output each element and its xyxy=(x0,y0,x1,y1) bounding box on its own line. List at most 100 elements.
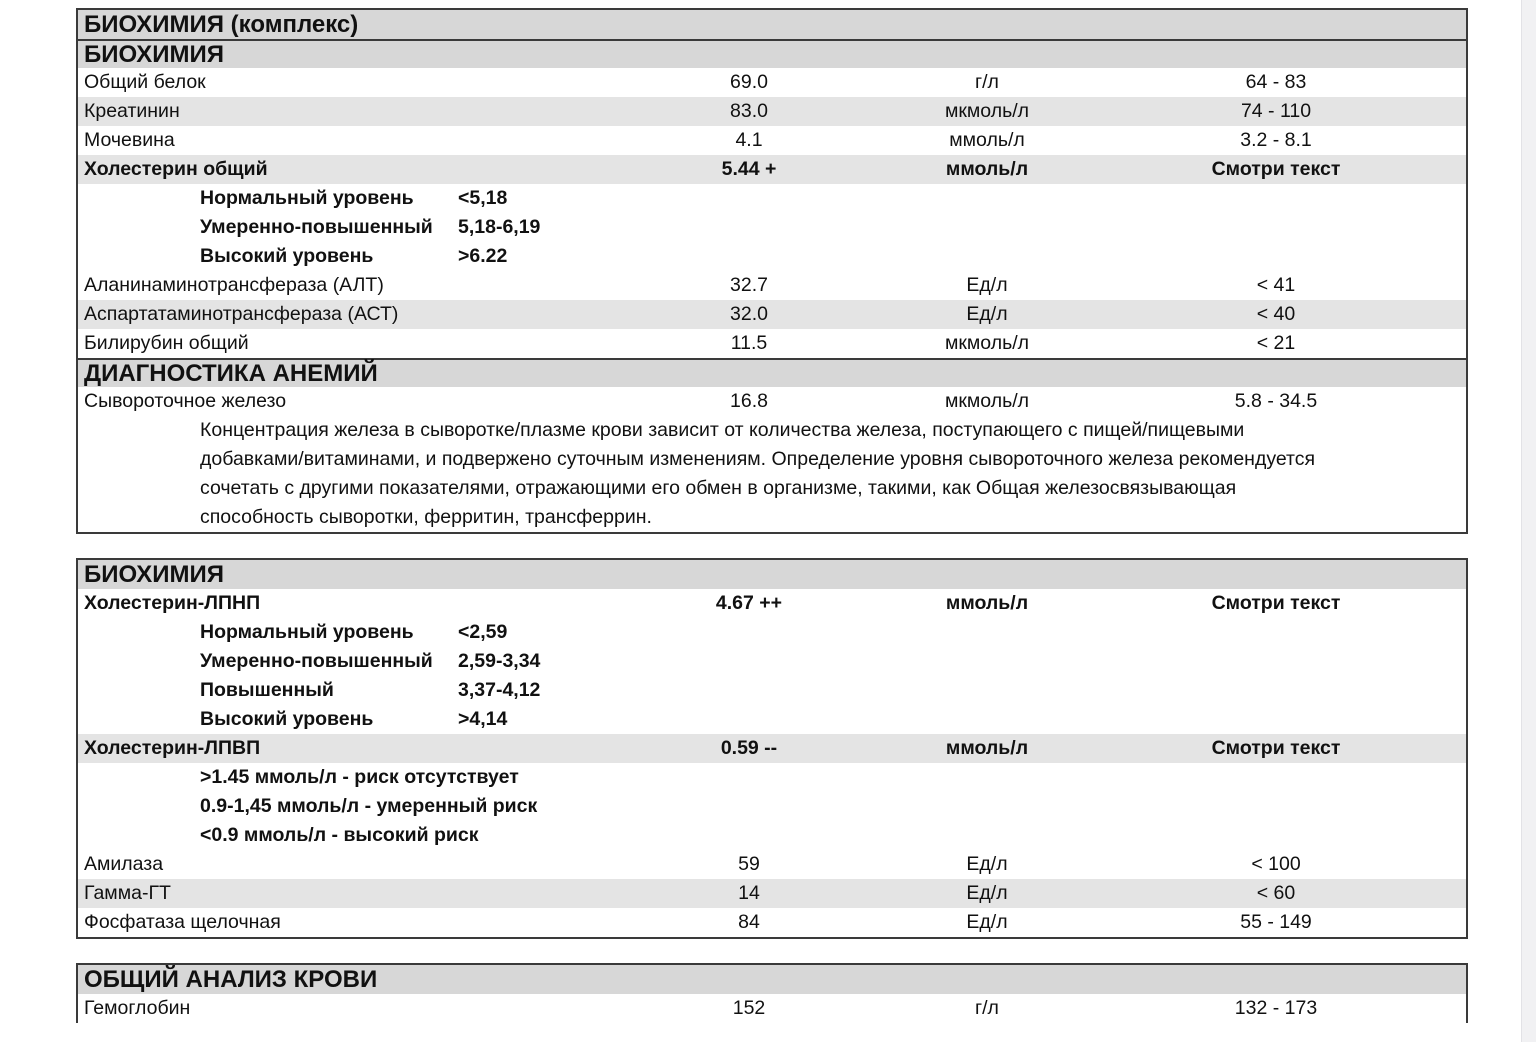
test-value: 32.7 xyxy=(730,274,768,296)
result-row: Общий белок 69.0 г/л 64 - 83 xyxy=(78,68,1466,97)
reference-range: 5.8 - 34.5 xyxy=(1234,390,1318,412)
test-value: 32.0 xyxy=(730,303,768,325)
test-unit: ммоль/л xyxy=(945,737,1029,759)
reference-level-row: Умеренно-повышенный 5,18-6,19 xyxy=(78,213,1466,242)
group-title: БИОХИМИЯ xyxy=(78,39,1466,68)
test-name: Креатинин xyxy=(84,100,180,122)
test-unit: г/л xyxy=(975,997,999,1019)
reference-range: Смотри текст xyxy=(1211,737,1341,759)
reference-level-row: 0.9-1,45 ммоль/л - умеренный риск xyxy=(78,792,1466,821)
test-value: 4.1 xyxy=(735,129,763,151)
reference-level-label: <0.9 ммоль/л - высокий риск xyxy=(200,824,479,846)
comment-line: способность сыворотки, ферритин, трансфе… xyxy=(200,506,652,528)
test-value: 5.44 + xyxy=(721,158,777,180)
reference-level-value: >6.22 xyxy=(458,245,508,267)
test-unit: мкмоль/л xyxy=(944,332,1030,354)
reference-level-value: <2,59 xyxy=(458,621,508,643)
reference-level-row: Нормальный уровень <5,18 xyxy=(78,184,1466,213)
test-name: Гемоглобин xyxy=(84,997,191,1019)
test-value: 0.59 -- xyxy=(720,737,778,759)
reference-range: Смотри текст xyxy=(1211,592,1341,614)
test-unit: Ед/л xyxy=(966,882,1008,904)
section-title: БИОХИМИЯ xyxy=(78,560,1466,589)
test-name: Мочевина xyxy=(84,129,175,151)
test-value: 84 xyxy=(738,911,760,933)
reference-level-label: Нормальный уровень xyxy=(200,187,414,209)
comment-line: Концентрация железа в сыворотке/плазме к… xyxy=(200,419,1245,441)
test-unit: г/л xyxy=(975,71,999,93)
test-value: 69.0 xyxy=(730,71,768,93)
reference-level-row: Нормальный уровень <2,59 xyxy=(78,618,1466,647)
test-value: 14 xyxy=(738,882,760,904)
reference-level-label: Умеренно-повышенный xyxy=(200,216,433,238)
section-title: БИОХИМИЯ (комплекс) xyxy=(78,10,1466,39)
reference-range: < 21 xyxy=(1256,332,1296,354)
test-unit: мкмоль/л xyxy=(944,390,1030,412)
reference-range: < 60 xyxy=(1256,882,1296,904)
reference-range: < 100 xyxy=(1251,853,1301,875)
results-section: ОБЩИЙ АНАЛИЗ КРОВИ Гемоглобин 152 г/л 132 - … xyxy=(76,963,1468,1023)
reference-range: < 41 xyxy=(1256,274,1296,296)
reference-level-value: 5,18-6,19 xyxy=(458,216,541,238)
test-name: Аланинаминотрансфераза (АЛТ) xyxy=(84,274,384,296)
reference-level-label: >1.45 ммоль/л - риск отсутствует xyxy=(200,766,519,788)
result-row: Креатинин 83.0 мкмоль/л 74 - 110 xyxy=(78,97,1466,126)
reference-level-label: Высокий уровень xyxy=(200,708,374,730)
reference-level-row: Высокий уровень >4,14 xyxy=(78,705,1466,734)
results-section: БИОХИМИЯ (комплекс) БИОХИМИЯ Общий белок 69… xyxy=(76,8,1468,534)
result-row: Фосфатаза щелочная 84 Ед/л 55 - 149 xyxy=(78,908,1466,937)
test-value: 152 xyxy=(732,997,766,1019)
test-unit: мкмоль/л xyxy=(944,100,1030,122)
comment-line: добавками/витаминами, и подвержено суточ… xyxy=(200,448,1316,470)
reference-level-value: 2,59-3,34 xyxy=(458,650,541,672)
test-name: Фосфатаза щелочная xyxy=(84,911,281,933)
results-section: БИОХИМИЯ Холестерин-ЛПНП 4.67 ++ ммоль/л Смо… xyxy=(76,558,1468,939)
test-value: 83.0 xyxy=(730,100,768,122)
result-row: Гемоглобин 152 г/л 132 - 173 xyxy=(78,994,1466,1023)
test-unit: Ед/л xyxy=(966,911,1008,933)
test-name: Аспартатаминотрансфераза (АСТ) xyxy=(84,303,399,325)
reference-level-value: >4,14 xyxy=(458,708,508,730)
test-name: Гамма-ГТ xyxy=(84,882,171,904)
test-value: 16.8 xyxy=(730,390,768,412)
reference-level-label: Высокий уровень xyxy=(200,245,374,267)
reference-range: 64 - 83 xyxy=(1245,71,1307,93)
scrollbar[interactable] xyxy=(1521,0,1536,1042)
reference-level-row: Умеренно-повышенный 2,59-3,34 xyxy=(78,647,1466,676)
group-title: ДИАГНОСТИКА АНЕМИЙ xyxy=(78,358,1466,387)
result-row: Билирубин общий 11.5 мкмоль/л < 21 xyxy=(78,329,1466,358)
test-unit: Ед/л xyxy=(966,303,1008,325)
reference-level-row: Высокий уровень >6.22 xyxy=(78,242,1466,271)
result-row: Мочевина 4.1 ммоль/л 3.2 - 8.1 xyxy=(78,126,1466,155)
result-row: Холестерин-ЛПНП 4.67 ++ ммоль/л Смотри текс… xyxy=(78,589,1466,618)
test-unit: ммоль/л xyxy=(945,592,1029,614)
test-unit: ммоль/л xyxy=(945,158,1029,180)
reference-level-value: <5,18 xyxy=(458,187,508,209)
reference-range: 74 - 110 xyxy=(1240,100,1312,122)
test-name: Общий белок xyxy=(84,71,206,93)
section-title: ОБЩИЙ АНАЛИЗ КРОВИ xyxy=(78,965,1466,994)
test-name: Амилаза xyxy=(84,853,164,875)
reference-level-row: Повышенный 3,37-4,12 xyxy=(78,676,1466,705)
test-name: Холестерин-ЛПВП xyxy=(84,737,261,759)
result-row: Аланинаминотрансфераза (АЛТ) 32.7 Ед/л < 41 xyxy=(78,271,1466,300)
result-row: Амилаза 59 Ед/л < 100 xyxy=(78,850,1466,879)
test-name: Сывороточное железо xyxy=(84,390,287,412)
test-name: Холестерин общий xyxy=(84,158,268,180)
test-name: Билирубин общий xyxy=(84,332,249,354)
reference-range: 55 - 149 xyxy=(1240,911,1312,933)
result-row: Холестерин общий 5.44 + ммоль/л Смотри текс… xyxy=(78,155,1466,184)
test-value: 11.5 xyxy=(730,332,768,354)
comment-line: сочетать с другими показателями, отражаю… xyxy=(200,477,1237,499)
result-row: Гамма-ГТ 14 Ед/л < 60 xyxy=(78,879,1466,908)
reference-level-row: <0.9 ммоль/л - высокий риск xyxy=(78,821,1466,850)
test-name: Холестерин-ЛПНП xyxy=(84,592,261,614)
test-value: 4.67 ++ xyxy=(715,592,783,614)
reference-level-value: 3,37-4,12 xyxy=(458,679,541,701)
result-row: Холестерин-ЛПВП 0.59 -- ммоль/л Смотри текс… xyxy=(78,734,1466,763)
result-row: Сывороточное железо 16.8 мкмоль/л 5.8 - 34.… xyxy=(78,387,1466,416)
reference-level-label: Умеренно-повышенный xyxy=(200,650,433,672)
reference-level-label: Повышенный xyxy=(200,679,334,701)
test-unit: Ед/л xyxy=(966,274,1008,296)
reference-level-label: 0.9-1,45 ммоль/л - умеренный риск xyxy=(200,795,538,817)
